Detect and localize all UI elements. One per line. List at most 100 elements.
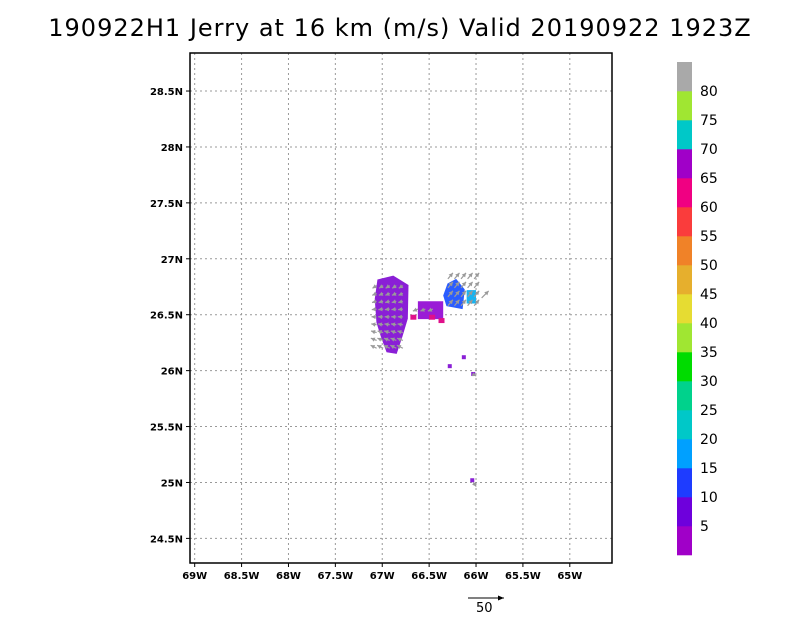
- colorbar-label: 55: [700, 229, 718, 245]
- wind-vector: [467, 299, 474, 307]
- wind-vector: [447, 290, 454, 298]
- colorbar-label: 20: [700, 432, 718, 448]
- wind-vector: [467, 281, 474, 289]
- colorbar-label: 65: [700, 171, 718, 187]
- wind-vector: [412, 307, 419, 312]
- wind-vector: [467, 290, 474, 298]
- wind-vector: [371, 299, 377, 304]
- lat-tick-label: 28.5N: [150, 87, 183, 98]
- wind-vector: [396, 344, 404, 350]
- colorbar-label: 40: [700, 316, 718, 332]
- wind-vector: [370, 337, 377, 342]
- wind-field: [374, 275, 477, 483]
- lon-tick-label: 65.5W: [505, 571, 541, 582]
- wind-vector: [467, 272, 474, 280]
- wind-vector: [376, 344, 384, 350]
- colorbar-segment: [677, 91, 692, 121]
- lon-tick-label: 67.5W: [318, 571, 354, 582]
- longitude-ticks: 69W 68.5W 68W 67.5W 67W 66.5W 66W 65.5W 65W: [182, 563, 582, 582]
- wind-vector: [472, 481, 477, 487]
- lat-tick-label: 27N: [161, 255, 183, 266]
- wind-vector: [391, 291, 397, 296]
- wind-vector: [370, 330, 377, 335]
- wind-vector: [377, 337, 384, 342]
- lon-tick-label: 68W: [276, 571, 301, 582]
- wind-vector: [390, 337, 397, 342]
- reference-vector-label: 50: [476, 601, 493, 616]
- wind-vector: [447, 281, 454, 289]
- colorbar-label: 45: [700, 287, 718, 303]
- colorbar: 5 10 15 20 25 30 35 40 45 50 55 60 65 70 75 80: [677, 62, 718, 556]
- wind-vector: [481, 290, 490, 299]
- wind-vector: [371, 307, 377, 312]
- wind-vector: [398, 291, 404, 296]
- colorbar-segment: [677, 207, 692, 237]
- colorbar-segment: [677, 526, 692, 556]
- wind-cell: [438, 318, 445, 324]
- wind-vector: [385, 284, 391, 289]
- wind-vector: [397, 307, 403, 312]
- wind-vector: [397, 314, 403, 320]
- wind-vector: [460, 299, 467, 307]
- wind-point: [461, 355, 466, 360]
- colorbar-segment: [677, 439, 692, 469]
- colorbar-label: 30: [700, 374, 718, 390]
- wind-vector: [397, 330, 404, 335]
- wind-vector: [384, 307, 390, 312]
- colorbar-segment: [677, 352, 692, 382]
- wind-vector: [383, 344, 391, 350]
- lon-tick-label: 66.5W: [411, 571, 447, 582]
- wind-vector: [384, 299, 390, 304]
- wind-vector: [378, 314, 384, 320]
- wind-point: [470, 478, 475, 483]
- lat-tick-label: 27.5N: [150, 199, 183, 210]
- wind-vector: [384, 330, 390, 335]
- colorbar-segment: [677, 178, 692, 208]
- colorbar-label: 60: [700, 200, 718, 216]
- wind-vector: [460, 272, 467, 280]
- wind-vector: [473, 272, 480, 280]
- wind-vector: [420, 307, 426, 312]
- wind-vector: [384, 314, 390, 320]
- map-title: 190922H1 Jerry at 16 km (m/s) Valid 2019…: [48, 14, 752, 42]
- wind-vector: [453, 281, 460, 289]
- wind-vector: [372, 291, 377, 296]
- wind-vector: [453, 299, 460, 307]
- colorbar-segment: [677, 468, 692, 498]
- wind-vector: [372, 284, 378, 289]
- wind-vector: [377, 330, 384, 335]
- wind-cell: [429, 314, 436, 320]
- wind-vector: [391, 284, 397, 289]
- colorbar-label: 25: [700, 403, 718, 419]
- colorbar-label: 15: [700, 461, 718, 477]
- wind-cell: [410, 314, 417, 320]
- wind-vector: [390, 344, 397, 350]
- colorbar-segment: [677, 410, 692, 440]
- map-grid: [190, 53, 612, 563]
- colorbar-label: 5: [700, 519, 709, 535]
- wind-vector: [397, 322, 403, 327]
- colorbar-label: 70: [700, 142, 718, 158]
- wind-vector: [378, 299, 384, 304]
- wind-vector: [391, 299, 397, 304]
- lon-tick-label: 66W: [464, 571, 489, 582]
- wind-vector: [384, 322, 390, 327]
- wind-vector: [447, 272, 454, 280]
- wind-vector: [378, 291, 384, 296]
- colorbar-label: 75: [700, 113, 718, 129]
- lon-tick-label: 68.5W: [224, 571, 260, 582]
- wind-vectors: [370, 272, 490, 487]
- lon-tick-label: 69W: [182, 571, 207, 582]
- wind-vector: [391, 314, 397, 320]
- lat-tick-label: 25N: [161, 478, 183, 489]
- wind-vector: [371, 314, 377, 320]
- wind-point: [447, 364, 452, 369]
- wind-vector: [371, 322, 377, 327]
- colorbar-label: 35: [700, 345, 718, 361]
- colorbar-segment: [677, 323, 692, 353]
- colorbar-segment: [677, 120, 692, 150]
- wind-vector: [427, 307, 434, 312]
- colorbar-segment: [677, 294, 692, 324]
- wind-vector: [385, 291, 390, 296]
